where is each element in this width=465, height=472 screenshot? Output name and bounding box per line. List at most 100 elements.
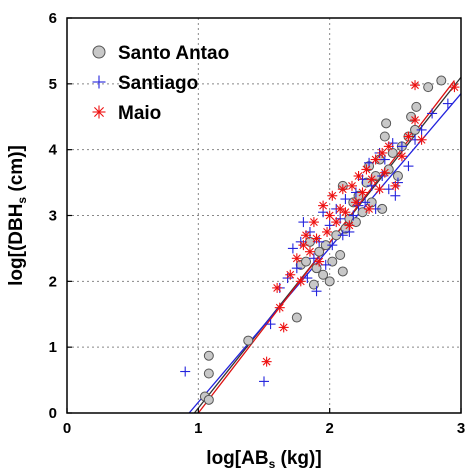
data-point (318, 269, 329, 280)
data-point (353, 171, 364, 181)
data-point (322, 226, 333, 237)
data-point (344, 220, 355, 231)
data-point (340, 194, 351, 205)
data-point (287, 243, 298, 254)
y-tick-label: 6 (49, 10, 57, 27)
data-point (411, 101, 422, 112)
legend-label: Santiago (118, 73, 198, 94)
x-axis-label: log[ABs (kg)] (206, 448, 321, 471)
data-point (331, 217, 342, 228)
legend: Santo Antao Santiago Maio (92, 43, 229, 124)
data-point (379, 131, 390, 142)
data-point (337, 230, 348, 241)
data-point (364, 203, 375, 214)
legend-label: Santo Antao (118, 43, 229, 64)
data-point (327, 240, 338, 251)
data-point (261, 356, 272, 367)
data-point (396, 151, 407, 162)
legend-item: Santo Antao (92, 43, 229, 64)
data-point (361, 177, 372, 188)
legend-label: Maio (118, 103, 161, 124)
legend-item: Santiago (92, 73, 198, 94)
x-tick-label: 0 (63, 420, 71, 437)
data-point (416, 124, 427, 135)
data-point (357, 187, 368, 198)
data-point (308, 253, 319, 264)
series-santo-antao (199, 75, 447, 405)
data-point (410, 115, 421, 126)
fit-line (188, 93, 462, 414)
data-point (301, 230, 312, 241)
y-tick-label: 4 (49, 142, 58, 159)
data-point (278, 322, 289, 333)
data-point (416, 134, 427, 145)
data-point (298, 217, 309, 228)
data-point (383, 141, 394, 152)
series-maio (261, 80, 460, 367)
data-point (350, 197, 361, 208)
data-point (291, 312, 302, 323)
data-point (311, 233, 322, 244)
y-axis-label: log[(DBHs (cm)] (6, 145, 29, 286)
x-tick-label: 2 (325, 420, 333, 437)
data-point (366, 174, 377, 185)
data-point (374, 184, 385, 195)
data-point (327, 190, 338, 201)
data-point (357, 207, 368, 218)
data-point (203, 394, 214, 405)
data-point (243, 335, 254, 346)
data-point (427, 108, 438, 119)
data-point (449, 82, 460, 93)
data-point (308, 217, 319, 228)
data-point (381, 118, 392, 129)
data-point (403, 161, 414, 172)
data-point (314, 256, 325, 267)
y-tick-label: 3 (49, 208, 57, 225)
data-point (92, 75, 106, 89)
data-point (360, 197, 371, 208)
data-point (348, 210, 359, 221)
y-tick-label: 5 (49, 76, 57, 93)
data-point (324, 276, 335, 287)
data-point (390, 190, 401, 201)
data-point (337, 266, 348, 277)
data-point (274, 302, 285, 313)
data-point (436, 75, 447, 86)
data-point (318, 200, 329, 211)
data-point (442, 98, 453, 109)
data-point (265, 319, 276, 330)
data-point (423, 82, 434, 93)
data-point (403, 131, 414, 142)
y-tick-label: 2 (49, 273, 57, 290)
data-points (180, 75, 460, 405)
data-point (390, 180, 401, 191)
data-point (340, 207, 351, 218)
legend-item: Maio (92, 103, 161, 124)
x-tick-label: 1 (194, 420, 202, 437)
data-point (92, 45, 106, 59)
axis-ticks: 0 1 2 3 0 1 2 3 4 5 6 (49, 10, 465, 437)
data-point (377, 147, 388, 158)
data-point (335, 250, 346, 260)
y-tick-label: 0 (49, 405, 57, 422)
data-point (311, 286, 322, 297)
data-point (291, 253, 302, 264)
data-point (291, 263, 302, 274)
data-point (335, 203, 346, 214)
data-point (180, 366, 191, 377)
data-point (259, 376, 269, 387)
data-point (337, 184, 348, 195)
data-point (203, 368, 214, 379)
data-point (387, 147, 398, 158)
data-point (370, 154, 381, 165)
data-point (301, 256, 312, 267)
x-tick-label: 3 (457, 420, 465, 437)
data-point (324, 210, 335, 221)
data-point (285, 269, 296, 280)
grid-lines (67, 18, 461, 413)
data-point (361, 164, 372, 175)
data-point (272, 282, 283, 293)
y-tick-label: 1 (49, 339, 57, 356)
data-point (298, 240, 309, 251)
